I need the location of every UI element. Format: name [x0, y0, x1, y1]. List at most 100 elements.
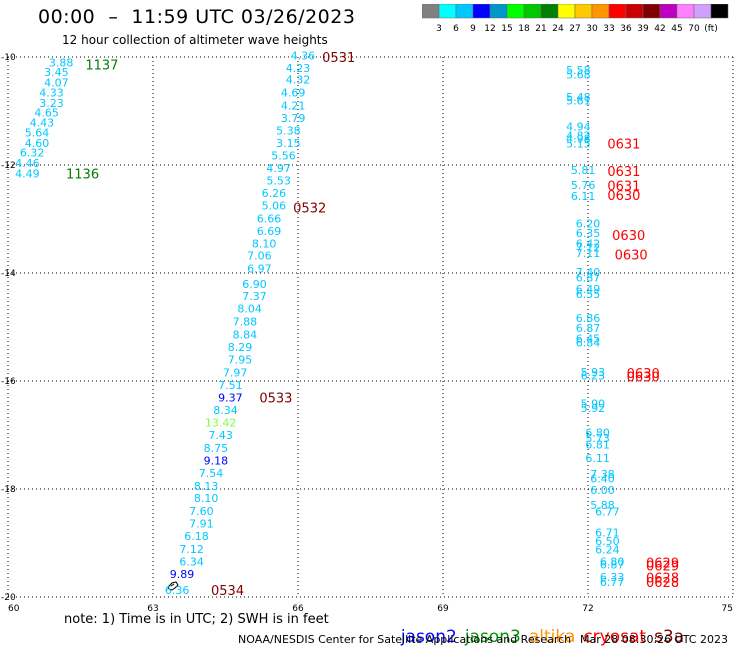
colorbar-label: 15 [501, 24, 512, 34]
swh-point: 6.45 [576, 332, 601, 345]
swh-point: 13.42 [205, 417, 237, 430]
time-label: 0533 [259, 392, 292, 407]
swh-point: 6.20 [576, 217, 601, 230]
swh-point: 5.38 [276, 124, 301, 137]
swh-point: 6.86 [576, 312, 601, 325]
time-label: 0532 [293, 202, 326, 217]
colorbar-swatch [472, 4, 491, 19]
time-label: 0630 [627, 371, 660, 386]
colorbar-label: 39 [637, 24, 649, 34]
time-label: 0630 [612, 229, 645, 244]
x-tick-label: 60 [8, 604, 20, 614]
swh-point: 7.37 [242, 290, 267, 303]
swh-point: 4.98 [566, 133, 591, 146]
swh-point: 4.65 [34, 107, 59, 120]
swh-point: 8.04 [237, 303, 262, 316]
swh-point: 5.93 [581, 366, 606, 379]
y-tick-label: -14 [1, 269, 16, 279]
swh-point: 4.43 [30, 116, 55, 129]
colorbar-label: 45 [671, 24, 682, 34]
timestamp-text: Mar 28 08:30:26 UTC 2023 [580, 633, 728, 646]
time-label: 0631 [607, 165, 640, 180]
swh-point: 6.80 [585, 426, 610, 439]
swh-point: 4.49 [15, 168, 40, 181]
colorbar-swatch [523, 4, 542, 19]
legend-altika: altika [528, 627, 576, 647]
swh-point: 5.15 [566, 137, 591, 150]
swh-point: 6.90 [242, 278, 267, 291]
swh-point: 6.36 [165, 584, 190, 597]
colorbar-swatch [489, 4, 508, 19]
colorbar-swatch [710, 4, 729, 19]
swh-point: 6.49 [576, 283, 601, 296]
swh-point: 7.91 [189, 518, 214, 531]
colorbar-swatch [591, 4, 610, 19]
colorbar-label: 42 [654, 24, 665, 34]
time-label: 0534 [211, 584, 244, 599]
swh-point: 8.10 [194, 492, 219, 505]
y-tick-label: -16 [1, 377, 16, 387]
swh-point: 4.69 [281, 87, 306, 100]
swh-point: 5.76 [571, 179, 596, 192]
swh-point: 6.84 [576, 337, 601, 350]
swh-point: 4.94 [566, 121, 591, 134]
colorbar-swatch [608, 4, 627, 19]
time-label: 0629 [646, 556, 679, 571]
swh-points: 3.883.454.074.333.234.654.435.644.606.32… [15, 49, 624, 597]
time-label: 0630 [627, 367, 660, 382]
swh-point: 8.84 [233, 329, 258, 342]
swh-point: 7.38 [590, 468, 615, 481]
colorbar-swatch [455, 4, 474, 19]
legend-jason3: jason3 [464, 627, 521, 647]
swh-point: 6.55 [576, 288, 601, 301]
chart-grid [7, 56, 734, 598]
colorbar-label: 24 [552, 24, 564, 34]
time-label: 0628 [646, 572, 679, 587]
swh-point: 6.33 [600, 571, 625, 584]
swh-point: 4.46 [15, 157, 40, 170]
y-tick-label: -10 [1, 53, 16, 63]
legend-s3a: s3a [654, 627, 685, 647]
swh-point: 8.10 [252, 237, 277, 250]
swh-point: 5.81 [571, 164, 596, 177]
time-label: 0531 [322, 51, 355, 66]
legend-jason2: jason2 [400, 627, 457, 647]
y-tick-label: -12 [1, 161, 16, 171]
swh-point: 7.95 [228, 353, 253, 366]
swh-point: 6.77 [595, 506, 620, 519]
swh-point: 6.77 [600, 576, 625, 589]
colorbar-swatch [642, 4, 661, 19]
colorbar-swatch [676, 4, 695, 19]
swh-point: 7.40 [576, 266, 601, 279]
time-label: 0630 [607, 189, 640, 204]
swh-point: 6.71 [595, 527, 620, 540]
swh-point: 6.80 [600, 555, 625, 568]
swh-point: 9.89 [170, 568, 195, 581]
swh-point: 5.90 [581, 398, 606, 411]
swh-point: 6.32 [20, 147, 45, 160]
swh-point: 6.87 [576, 322, 601, 335]
colorbar-swatch [557, 4, 576, 19]
swh-point: 4.33 [39, 87, 64, 100]
swh-point: 8.13 [194, 480, 219, 493]
swh-point: 6.00 [590, 484, 615, 497]
x-tick-label: 63 [147, 604, 158, 614]
colorbar-label: 27 [569, 24, 580, 34]
colorbar-label: 30 [586, 24, 598, 34]
swh-point: 6.66 [257, 212, 282, 225]
page-title: 00:00 – 11:59 UTC 03/26/2023 [38, 6, 356, 28]
colorbar-label: 36 [620, 24, 632, 34]
colorbar-label: 6 [453, 24, 459, 34]
swh-point: 5.58 [566, 64, 591, 77]
x-tick-label: 72 [582, 604, 593, 614]
swh-point: 7.12 [179, 543, 204, 556]
coastline-island [167, 581, 179, 591]
axis-ticks: 60 63 66 69 72 75 -10 -12 -14 -16 -18 -20 [1, 53, 733, 614]
swh-point: 7.97 [223, 366, 248, 379]
colorbar-swatch [422, 4, 440, 19]
time-label: 0631 [607, 137, 640, 152]
swh-point: 9.37 [218, 392, 243, 405]
chart-subtitle: 12 hour collection of altimeter wave hei… [62, 33, 328, 47]
swh-point: 3.45 [44, 66, 69, 79]
